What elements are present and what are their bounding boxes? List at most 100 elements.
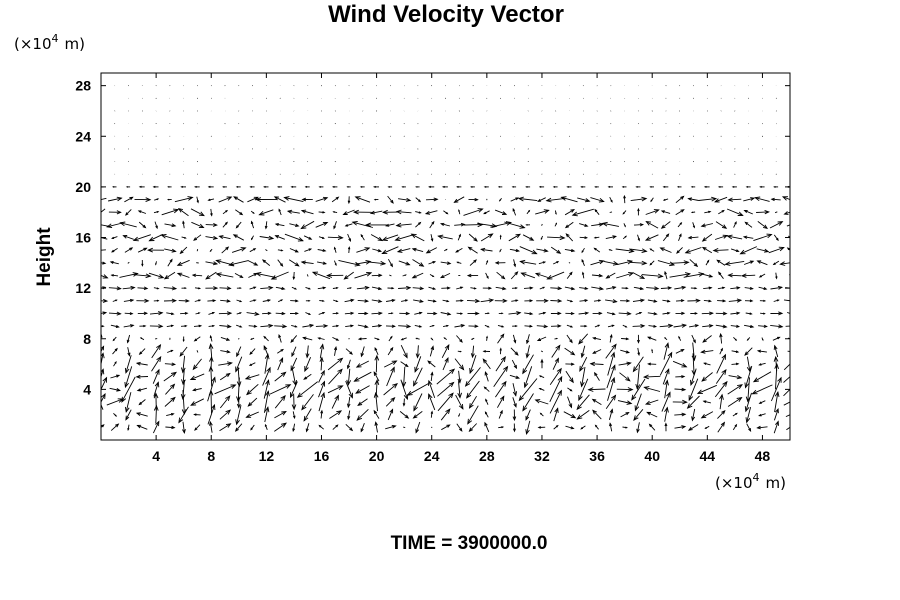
y-axis-unit-label: (×104 m) — [14, 32, 85, 53]
vector-head-357 — [101, 334, 103, 338]
vector-head-1005 — [594, 185, 597, 188]
vector-head-899 — [543, 209, 550, 214]
vector-323 — [334, 347, 337, 356]
vector-675 — [262, 259, 271, 266]
vector-86 — [577, 410, 590, 420]
vector-head-914 — [743, 209, 748, 214]
vector-head-144 — [682, 399, 688, 405]
vector-head-591 — [515, 286, 518, 290]
vector-head-928 — [233, 196, 238, 201]
vector-head-874 — [198, 211, 205, 217]
vector-1 — [110, 423, 119, 431]
vector-head-100 — [774, 408, 779, 414]
vector-head-470 — [254, 311, 260, 316]
vector-head-854 — [624, 225, 626, 228]
vector-808 — [688, 236, 699, 239]
vector-head-694 — [519, 259, 526, 265]
vector-head-973 — [152, 185, 156, 189]
vector-head-466 — [197, 312, 201, 315]
vector-head-986 — [331, 185, 335, 188]
vector-head-397 — [647, 336, 652, 340]
vector-head-618 — [176, 272, 183, 277]
vector-head-728 — [294, 249, 299, 253]
vector-head-906 — [637, 207, 640, 212]
vector-head-85 — [570, 413, 577, 419]
vector-957 — [630, 198, 647, 202]
vector-225 — [386, 367, 395, 387]
vector-head-205 — [115, 374, 121, 378]
vector-561 — [101, 286, 106, 289]
vector-head-956 — [623, 194, 626, 199]
vector-215 — [245, 374, 260, 380]
vector-277 — [400, 361, 409, 367]
vector-head-544 — [570, 300, 574, 303]
vector-760 — [730, 248, 739, 252]
vector-head-168 — [296, 392, 303, 398]
vector-head-506 — [749, 312, 753, 315]
vector-head-832 — [322, 221, 329, 226]
vector-head-340 — [570, 351, 576, 356]
vector-head-811 — [726, 234, 733, 240]
vector-324 — [345, 348, 353, 355]
vector-566 — [163, 287, 177, 290]
vector-855 — [633, 224, 643, 226]
vector-head-418 — [239, 325, 243, 328]
x-tick-label-3: 16 — [314, 448, 330, 464]
vector-819 — [138, 221, 146, 228]
vector-head-838 — [395, 222, 402, 228]
vector-head-111 — [225, 395, 231, 402]
vector-904 — [609, 211, 613, 213]
vector-head-16 — [318, 424, 322, 428]
vector-head-531 — [391, 298, 396, 303]
vector-733 — [356, 247, 370, 253]
vector-962 — [698, 198, 717, 201]
vector-head-409 — [115, 325, 120, 328]
vector-723 — [221, 246, 229, 254]
vector-head-543 — [557, 298, 563, 303]
vector-head-698 — [581, 258, 585, 263]
vector-head-402 — [719, 332, 723, 338]
vector-510 — [101, 300, 108, 302]
vector-head-516 — [185, 299, 190, 303]
vector-head-829 — [274, 222, 279, 227]
vector-head-573 — [268, 285, 274, 290]
vector-76 — [440, 408, 451, 421]
vector-head-894 — [477, 208, 484, 213]
vector-963 — [714, 196, 728, 203]
vector-210 — [182, 369, 185, 385]
vector-head-620 — [205, 275, 211, 280]
vector-953 — [577, 197, 590, 202]
vector-head-170 — [337, 385, 344, 391]
vector-head-11 — [250, 427, 253, 431]
vector-350 — [701, 350, 714, 353]
vector-head-557 — [749, 299, 754, 303]
vector-9 — [219, 423, 231, 432]
vector-270 — [304, 357, 312, 372]
vector-head-224 — [373, 371, 378, 376]
vector-581 — [371, 286, 382, 290]
vector-head-80 — [499, 409, 503, 414]
vector-312 — [179, 346, 188, 357]
vector-head-372 — [302, 336, 307, 340]
vector-head-211 — [189, 375, 196, 380]
vector-908 — [661, 210, 671, 214]
vector-496 — [606, 312, 615, 315]
vector-head-769 — [148, 236, 155, 242]
vector-658 — [728, 274, 742, 277]
vector-673 — [229, 260, 249, 266]
vector-762 — [756, 248, 769, 253]
vector-176 — [407, 383, 429, 396]
vector-605 — [703, 287, 712, 290]
vector-62 — [246, 411, 259, 418]
vector-812 — [743, 236, 754, 239]
y-axis-title: Height — [34, 227, 55, 287]
vector-204 — [101, 369, 104, 379]
vector-head-924 — [187, 196, 194, 201]
vector-333 — [472, 345, 475, 358]
vector-head-369 — [263, 335, 267, 339]
vector-head-188 — [578, 395, 583, 402]
vector-213 — [219, 373, 231, 381]
vector-head-247 — [690, 379, 695, 387]
vector-head-625 — [270, 275, 277, 280]
vector-264 — [218, 362, 232, 366]
